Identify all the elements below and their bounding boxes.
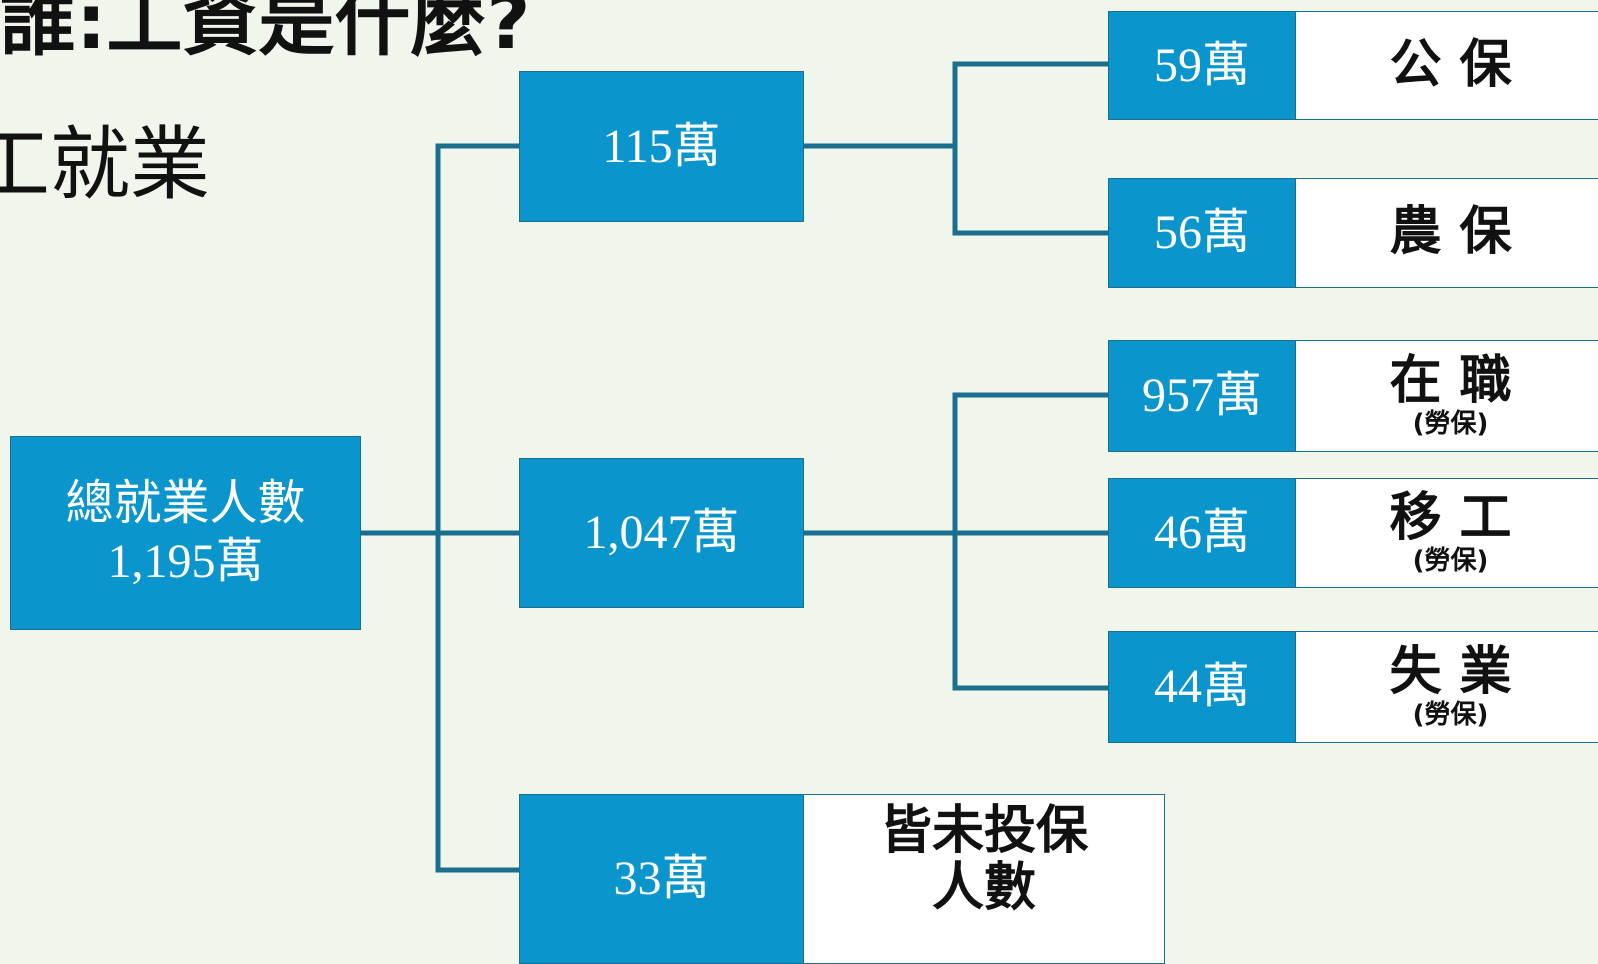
node: 總就業人數 1,195萬 [10, 436, 361, 630]
node: 115萬 [519, 71, 804, 222]
node-value: 957萬 [1141, 369, 1262, 423]
node-label: 公 保 [1389, 34, 1512, 95]
node: 33萬 [519, 794, 804, 964]
node: 957萬 [1108, 340, 1296, 452]
node-label: 農 保 [1389, 202, 1512, 263]
connector [803, 61, 1108, 236]
node-label: 總就業人數 [65, 477, 306, 531]
node-value: 1,195萬 [107, 535, 264, 588]
node-note: (勞保) [1412, 700, 1489, 731]
node-label-box: 在 職 (勞保) [1296, 340, 1598, 452]
node-value: 46萬 [1153, 506, 1250, 560]
node-label: 移 工 [1389, 488, 1512, 549]
node: 1,047萬 [519, 458, 804, 608]
title: 誰:工資是什麼? [0, 0, 531, 66]
node-label-box: 公 保 [1296, 11, 1598, 120]
node-label-box: 農 保 [1296, 178, 1598, 288]
node-label: 在 職 [1389, 351, 1512, 412]
node-value: 115萬 [602, 119, 721, 173]
node-label: 失 業 [1389, 642, 1512, 703]
node: 56萬 [1108, 178, 1296, 288]
node-note: (勞保) [1412, 546, 1489, 577]
node: 59萬 [1108, 11, 1296, 120]
node-value: 33萬 [613, 852, 710, 906]
node: 44萬 [1108, 631, 1296, 743]
connector [803, 392, 1108, 691]
node-label: 人數 [931, 858, 1036, 919]
node-label-box: 皆未投保 人數 [804, 794, 1165, 964]
node: 46萬 [1108, 478, 1296, 588]
node-note: (勞保) [1412, 409, 1489, 440]
node-value: 56萬 [1153, 206, 1250, 260]
node-value: 1,047萬 [583, 506, 740, 560]
node-label: 皆未投保 [879, 801, 1088, 861]
node-value: 59萬 [1153, 38, 1250, 92]
node-value: 44萬 [1153, 660, 1250, 714]
subtitle: 工就業 [0, 118, 210, 211]
connector [360, 143, 519, 873]
node-label-box: 移 工 (勞保) [1296, 478, 1598, 588]
node-label-box: 失 業 (勞保) [1296, 631, 1598, 743]
